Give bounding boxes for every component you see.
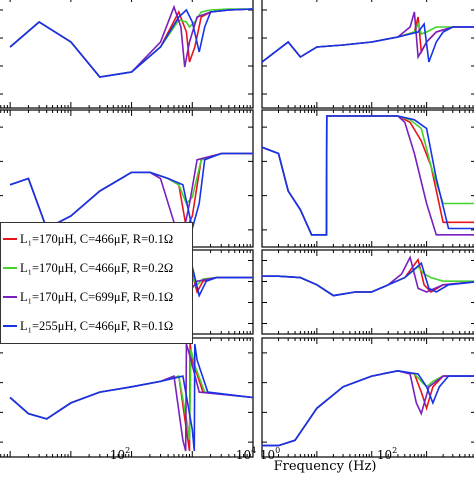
legend-entry: L₁=255μH, C=466μF, R=0.1Ω [3,312,173,340]
series-line [262,261,474,297]
panel-r1-right [261,0,474,109]
series-line [9,152,253,230]
panel-frame [261,337,474,458]
panel-r1-left [0,0,254,109]
legend-label: L₁=170μH, C=466μF, R=0.1Ω [20,231,174,246]
series-line [9,343,253,452]
legend-label: L₁=170μH, C=699μF, R=0.1Ω [20,289,174,304]
panel-frame [0,0,254,109]
panel-r4-left [0,337,254,458]
legend-label: L₁=170μH, C=466μF, R=0.2Ω [20,260,174,275]
series-line [262,369,474,447]
panel-frame [261,0,474,109]
series-line [9,8,253,78]
legend-swatch-green [3,267,17,269]
legend-label: L₁=255μH, C=466μF, R=0.1Ω [20,318,174,333]
series-line [262,16,474,63]
series-line [262,115,474,236]
series-line [262,369,474,447]
series-line [9,343,253,452]
series-line [9,152,253,232]
x-tick-label: 104 [236,446,256,462]
series-line [9,8,253,78]
series-line [262,369,474,447]
series-line [262,115,474,236]
series-line [262,369,474,447]
legend-swatch-red [3,238,17,240]
series-line [9,4,253,78]
x-tick-label: 102 [110,446,130,462]
legend-swatch-blue [3,325,17,327]
legend-entry: L₁=170μH, C=466μF, R=0.1Ω [3,225,173,253]
panel-frame [261,109,474,248]
series-line [262,21,474,63]
x-axis-label: Frequency (Hz) [274,459,377,474]
legend-entry: L₁=170μH, C=466μF, R=0.2Ω [3,254,173,282]
series-line [9,349,253,441]
series-line [9,8,253,78]
legend: L₁=170μH, C=466μF, R=0.1Ω L₁=170μH, C=46… [0,222,193,344]
panel-r2-right [261,109,474,248]
panel-frame [0,337,254,458]
series-line [262,11,474,63]
legend-swatch-purple [3,296,17,298]
panel-r4-right [261,337,474,458]
series-line [9,343,253,452]
series-line [9,152,253,230]
x-tick-label: 102 [377,446,397,462]
legend-entry: L₁=170μH, C=699μF, R=0.1Ω [3,283,173,311]
panel-r3-right [261,249,474,335]
